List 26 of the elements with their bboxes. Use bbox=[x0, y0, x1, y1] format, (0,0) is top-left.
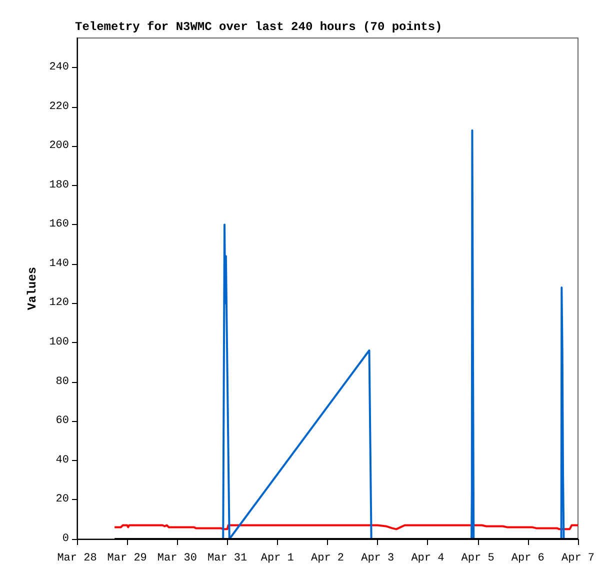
x-tick-label: Apr 6 bbox=[511, 552, 544, 564]
chart-title: Telemetry for N3WMC over last 240 hours (70 points) bbox=[75, 20, 442, 34]
x-tick-label: Apr 1 bbox=[260, 552, 294, 564]
y-tick-label: 200 bbox=[49, 140, 69, 152]
y-tick-label: 180 bbox=[49, 179, 69, 192]
x-tick-label: Mar 29 bbox=[107, 552, 147, 564]
y-axis-title: Values bbox=[25, 266, 40, 310]
y-tick-label: 140 bbox=[49, 258, 69, 270]
x-tick-label: Apr 5 bbox=[461, 552, 494, 564]
y-tick-label: 60 bbox=[56, 415, 69, 428]
y-tick-label: 0 bbox=[62, 533, 69, 545]
y-tick-label: 220 bbox=[49, 100, 69, 113]
x-tick-label: Apr 2 bbox=[310, 552, 344, 564]
y-tick-label: 80 bbox=[56, 376, 69, 388]
y-tick-label: 240 bbox=[49, 61, 69, 74]
x-tick-label: Mar 28 bbox=[57, 552, 97, 564]
x-tick-label: Apr 7 bbox=[561, 552, 595, 564]
y-tick-label: 160 bbox=[49, 218, 69, 231]
y-tick-label: 20 bbox=[56, 494, 69, 506]
y-tick-label: 100 bbox=[49, 336, 69, 349]
x-tick-label: Mar 31 bbox=[207, 552, 248, 564]
x-tick-label: Mar 30 bbox=[157, 552, 198, 564]
x-tick-label: Apr 4 bbox=[411, 552, 445, 564]
y-tick-label: 120 bbox=[49, 297, 69, 310]
x-tick-label: Apr 3 bbox=[361, 552, 394, 564]
y-tick-label: 40 bbox=[56, 454, 69, 466]
